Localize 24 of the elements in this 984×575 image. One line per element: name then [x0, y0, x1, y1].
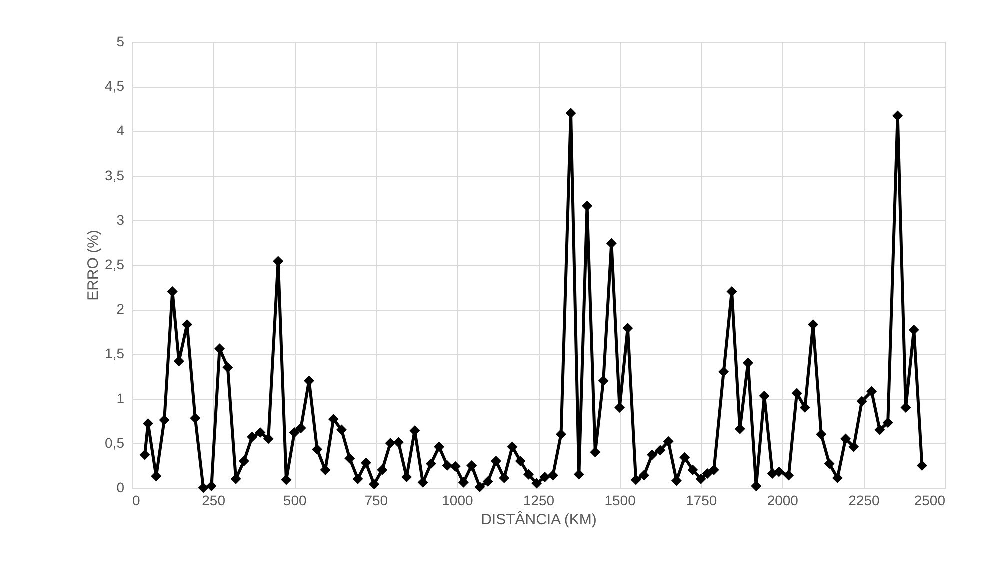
y-tick-label: 2,5 — [105, 256, 125, 272]
x-tick-label: 250 — [202, 492, 226, 508]
x-tick-label: 2250 — [848, 492, 880, 508]
x-tick-label: 1500 — [604, 492, 636, 508]
y-axis-title: ERRO (%) — [85, 230, 102, 301]
y-tick-label: 3 — [116, 212, 125, 228]
y-tick-label: 4,5 — [105, 78, 125, 94]
x-tick-label: 500 — [283, 492, 307, 508]
y-tick-label: 4 — [116, 122, 125, 139]
x-tick-label: 1250 — [523, 492, 555, 508]
x-tick-label: 1000 — [442, 492, 474, 508]
x-tick-label: 1750 — [686, 492, 718, 508]
x-tick-label: 0 — [132, 492, 140, 508]
x-axis-title: DISTÂNCIA (KM) — [481, 510, 597, 528]
x-tick-label: 2000 — [767, 492, 799, 508]
y-tick-label: 5 — [116, 34, 125, 50]
y-tick-label: 0 — [116, 480, 125, 496]
y-tick-label: 2 — [116, 301, 125, 318]
y-tick-label: 1 — [116, 390, 125, 406]
y-tick-label: 0,5 — [105, 434, 125, 451]
x-tick-label: 2500 — [914, 492, 946, 508]
x-tick-label: 750 — [364, 492, 388, 508]
y-tick-label: 1,5 — [105, 346, 125, 362]
y-tick-label: 3,5 — [105, 167, 125, 184]
